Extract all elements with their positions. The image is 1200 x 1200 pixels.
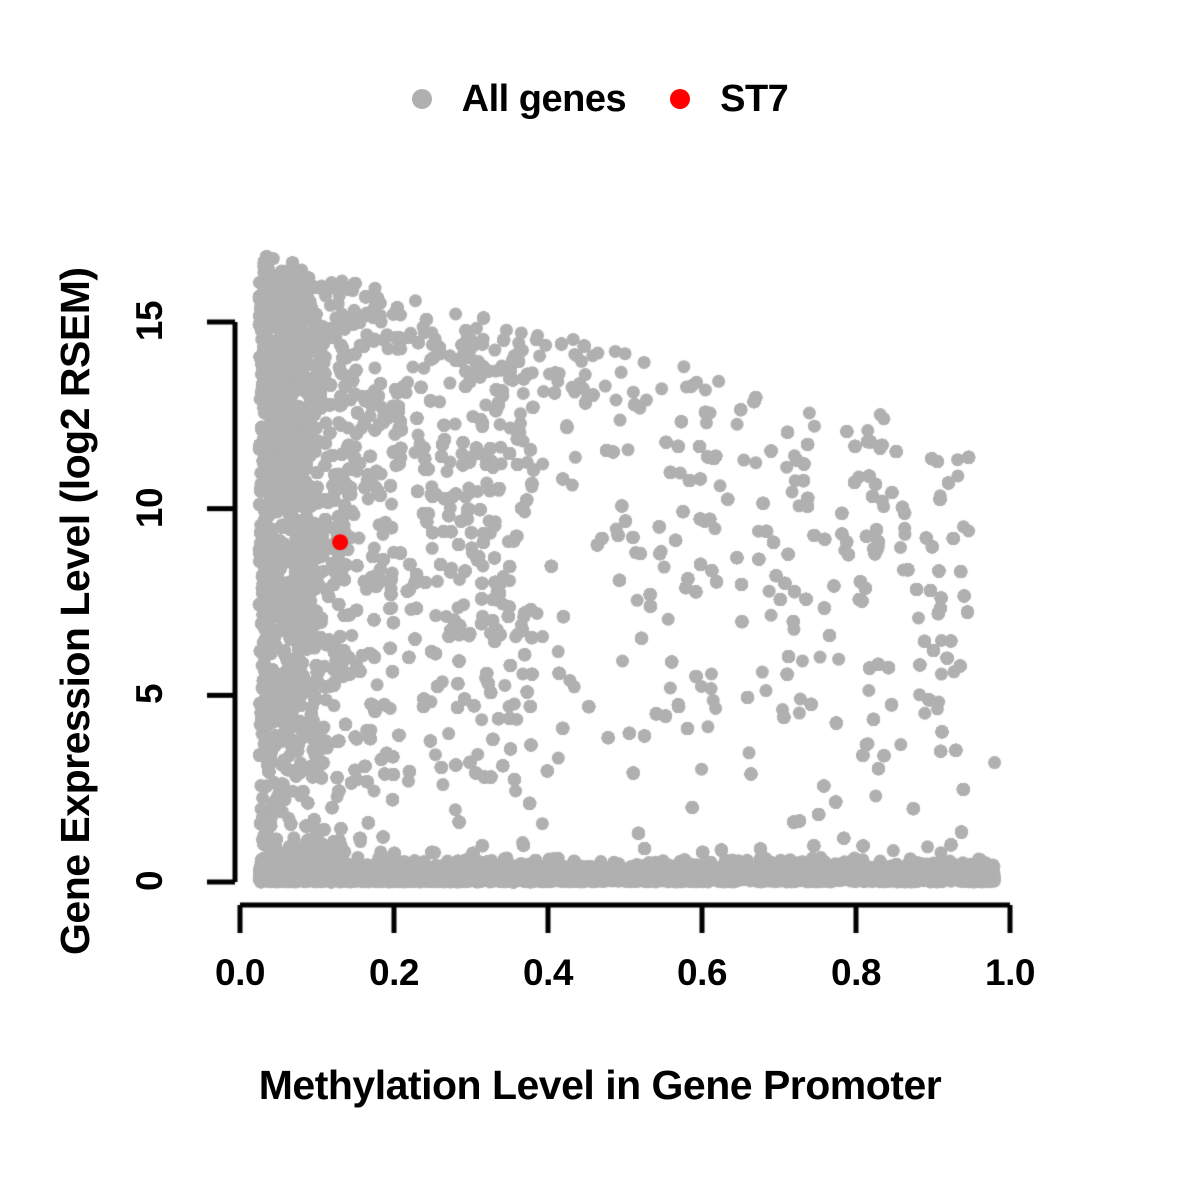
x-tick-label: 1.0	[985, 952, 1035, 993]
y-tick-label: 15	[129, 300, 170, 342]
x-tick-label: 0.2	[369, 952, 419, 993]
x-tick-label: 0.4	[523, 952, 573, 993]
x-tick-label: 0.0	[215, 952, 265, 993]
y-tick-label: 10	[129, 487, 170, 528]
y-tick-label: 5	[129, 684, 170, 705]
x-tick-label: 0.6	[677, 952, 727, 993]
y-tick-label: 0	[129, 870, 170, 892]
x-axis-title: Methylation Level in Gene Promoter	[258, 1062, 942, 1108]
x-tick-label: 0.8	[831, 952, 881, 993]
